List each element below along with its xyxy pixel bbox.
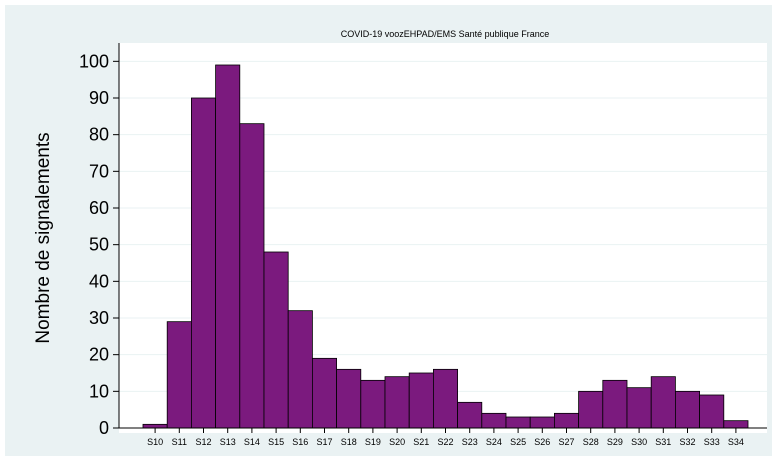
chart-title: COVID-19 voozEHPAD/EMS Santé publique Fr… [341, 29, 549, 39]
bar-s31 [650, 376, 676, 429]
bars [142, 64, 749, 429]
y-tick-label: 20 [89, 345, 109, 365]
x-tick-label: S23 [462, 437, 478, 447]
bar-s26 [529, 416, 555, 429]
y-tick-label: 90 [89, 88, 109, 108]
x-tick-label: S32 [679, 437, 695, 447]
bar-s27 [554, 412, 580, 429]
x-tick-label: S25 [510, 437, 526, 447]
y-tick-label: 70 [89, 161, 109, 181]
bar-s29 [602, 379, 628, 429]
bar-s20 [384, 376, 410, 429]
x-tick-label: S28 [583, 437, 599, 447]
axes: 0 10 20 30 40 50 60 70 80 90 100 S10 S11 S12 S13 S14 S15… [79, 43, 767, 447]
x-tick-label: S16 [292, 437, 308, 447]
bar-s24 [481, 412, 507, 429]
x-tick-label: S21 [413, 437, 429, 447]
bar-s22 [432, 368, 458, 429]
x-tick-label: S15 [268, 437, 284, 447]
y-tick-label: 40 [89, 271, 109, 291]
bar-s18 [336, 368, 362, 429]
bar-s14 [239, 123, 265, 429]
x-tick-label: S31 [655, 437, 671, 447]
x-tick-label: S13 [220, 437, 236, 447]
x-tick-label: S19 [365, 437, 381, 447]
bar-s32 [675, 390, 701, 429]
x-tick-label: S17 [316, 437, 332, 447]
x-tick-label: S27 [558, 437, 574, 447]
y-axis-label: Nombre de signalements [33, 132, 54, 343]
bar-s11 [166, 321, 192, 429]
bar-chart: COVID-19 voozEHPAD/EMS Santé publique Fr… [33, 29, 767, 447]
x-tick-label: S29 [607, 437, 623, 447]
bar-s33 [699, 394, 725, 429]
y-tick-label: 50 [89, 235, 109, 255]
y-tick-label: 0 [99, 418, 109, 438]
bar-s10 [142, 423, 168, 429]
y-tick-label: 80 [89, 125, 109, 145]
bar-s15 [263, 251, 289, 429]
y-tick-label: 100 [79, 51, 109, 71]
bar-s28 [578, 390, 604, 429]
bar-s34 [723, 420, 749, 429]
y-tick-label: 10 [89, 381, 109, 401]
bar-s23 [457, 401, 483, 429]
y-tick-label: 60 [89, 198, 109, 218]
bar-s21 [408, 372, 434, 429]
bar-s19 [360, 379, 386, 429]
x-tick-label: S30 [631, 437, 647, 447]
x-tick-label: S26 [534, 437, 550, 447]
bar-s12 [190, 97, 216, 429]
x-tick-label: S18 [341, 437, 357, 447]
x-tick-label: S22 [437, 437, 453, 447]
bar-s13 [215, 64, 241, 429]
x-tick-label: S33 [704, 437, 720, 447]
x-tick-label: S12 [195, 437, 211, 447]
y-tick-label: 30 [89, 308, 109, 328]
x-tick-label: S34 [728, 437, 744, 447]
x-tick-label: S24 [486, 437, 502, 447]
x-tick-label: S10 [147, 437, 163, 447]
chart-figure: COVID-19 voozEHPAD/EMS Santé publique Fr… [5, 5, 772, 456]
bar-s25 [505, 416, 531, 429]
bar-s30 [626, 387, 652, 429]
bar-s17 [311, 357, 337, 429]
x-tick-label: S20 [389, 437, 405, 447]
x-tick-label: S14 [244, 437, 260, 447]
bar-s16 [287, 310, 313, 429]
x-tick-label: S11 [172, 437, 187, 447]
